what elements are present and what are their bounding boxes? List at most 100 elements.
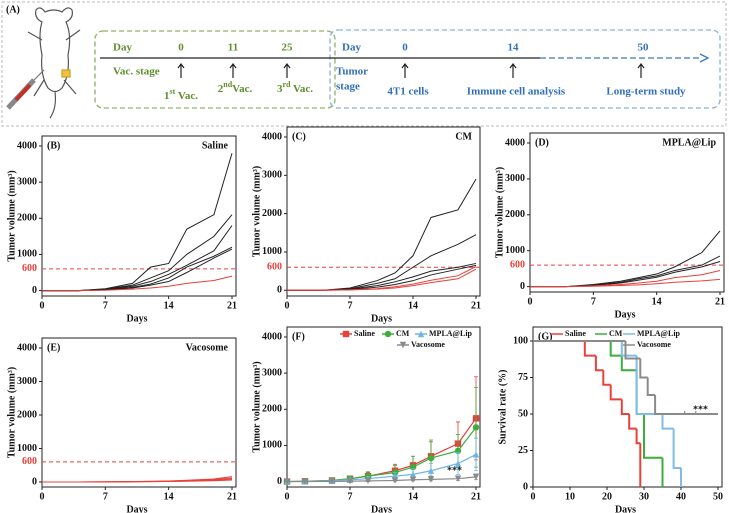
x-tick-label: 0 bbox=[40, 491, 45, 502]
panel-label: (D) bbox=[535, 137, 549, 148]
y-tick-label: 2000 bbox=[262, 404, 282, 415]
y-tick-label: 3000 bbox=[17, 176, 37, 187]
data-line bbox=[42, 225, 233, 292]
y-axis-label: Tumor volume (mm³) bbox=[6, 170, 17, 261]
survival-step bbox=[583, 341, 596, 357]
data-line bbox=[530, 269, 721, 288]
y-tick-label: 1000 bbox=[17, 249, 37, 260]
y-tick-label: 2000 bbox=[262, 208, 282, 219]
event-label-part: 1 bbox=[164, 90, 170, 102]
day-label: Day bbox=[342, 42, 361, 54]
y-tick-label: 75 bbox=[518, 372, 528, 383]
x-tick-label: 7 bbox=[103, 300, 108, 311]
panel-label: (A) bbox=[6, 4, 20, 15]
panel-title: MPLA@Lip bbox=[662, 137, 716, 148]
x-tick-label: 10 bbox=[565, 491, 575, 502]
x-tick-label: 21 bbox=[715, 296, 725, 307]
y-tick-label: 0 bbox=[277, 285, 282, 296]
event-label-part: Vac. bbox=[232, 83, 252, 95]
survival-step bbox=[672, 428, 681, 470]
legend-label: Saline bbox=[354, 329, 375, 338]
marker bbox=[409, 476, 417, 483]
legend-label: MPLA@Lip bbox=[637, 329, 681, 338]
plot-frame bbox=[286, 326, 481, 488]
data-line bbox=[287, 178, 477, 291]
marker bbox=[454, 460, 462, 467]
stage-label: Tumor bbox=[336, 66, 368, 78]
marker bbox=[328, 478, 336, 485]
x-tick-label: 0 bbox=[285, 491, 290, 502]
x-tick-label: 14 bbox=[408, 491, 418, 502]
x-axis-label: Days bbox=[126, 313, 147, 324]
x-axis-label: Days bbox=[126, 504, 147, 513]
marker bbox=[427, 467, 435, 474]
day-number: 50 bbox=[638, 42, 650, 54]
survival-step bbox=[646, 377, 656, 397]
y-tick-label: 0 bbox=[277, 476, 282, 487]
legend-label: MPLA@Lip bbox=[429, 329, 473, 338]
legend-label: Vacosome bbox=[637, 340, 671, 349]
reference-label: 600 bbox=[267, 262, 282, 273]
data-line bbox=[42, 479, 233, 483]
event-label-part: 3 bbox=[277, 83, 283, 95]
panel-label: (F) bbox=[292, 331, 305, 342]
y-axis-label: Tumor volume (mm³) bbox=[6, 367, 17, 458]
survival-step bbox=[620, 355, 637, 372]
syringe-illustration bbox=[6, 69, 45, 110]
event-label-sup: nd bbox=[223, 80, 232, 89]
y-tick-label: 0 bbox=[520, 281, 525, 292]
legend-label: Saline bbox=[565, 329, 586, 338]
event-label-sup: st bbox=[170, 87, 176, 96]
survival-step bbox=[620, 399, 630, 415]
legend-marker bbox=[417, 330, 425, 338]
x-tick-label: 14 bbox=[408, 300, 418, 311]
day-number: 0 bbox=[178, 42, 184, 54]
y-tick-label: 3000 bbox=[262, 367, 282, 378]
x-tick-label: 7 bbox=[103, 491, 108, 502]
marker bbox=[427, 454, 435, 462]
marker bbox=[346, 478, 354, 485]
mouse-illustration bbox=[27, 7, 81, 119]
y-tick-label: 25 bbox=[518, 445, 528, 456]
event-label-sup: rd bbox=[282, 80, 291, 89]
legend-label: Vacosome bbox=[411, 340, 445, 349]
marker bbox=[472, 424, 480, 431]
x-tick-label: 0 bbox=[40, 300, 45, 311]
event-label-part: Vac. bbox=[175, 90, 198, 102]
day-number: 11 bbox=[228, 42, 238, 54]
marker bbox=[472, 451, 480, 458]
survival-step bbox=[661, 414, 674, 430]
marker bbox=[454, 475, 462, 482]
day-label: Day bbox=[113, 42, 132, 54]
survival-step bbox=[594, 355, 604, 372]
event-label: 3rd Vac. bbox=[277, 80, 313, 95]
x-axis-label: Days bbox=[371, 504, 392, 513]
y-axis-label: Tumor volume (mm³) bbox=[251, 361, 262, 452]
marker bbox=[427, 476, 435, 483]
y-tick-label: 2000 bbox=[505, 209, 525, 220]
panel-title: CM bbox=[455, 131, 472, 142]
plot-frame bbox=[41, 337, 237, 488]
x-axis-label: Days bbox=[614, 309, 635, 320]
day-number: 14 bbox=[508, 42, 520, 54]
y-axis-label: Tumor volume (mm³) bbox=[494, 167, 505, 258]
y-tick-label: 100 bbox=[513, 335, 528, 346]
y-tick-label: 4000 bbox=[262, 131, 282, 142]
y-tick-label: 1000 bbox=[505, 245, 525, 256]
marker bbox=[472, 473, 480, 481]
x-tick-label: 14 bbox=[164, 300, 174, 311]
x-tick-label: 50 bbox=[713, 491, 723, 502]
vac-stage-box bbox=[94, 30, 336, 109]
x-axis-label: Days bbox=[371, 313, 392, 324]
data-line bbox=[287, 476, 477, 483]
x-tick-label: 7 bbox=[348, 300, 353, 311]
y-tick-label: 4000 bbox=[262, 331, 282, 342]
y-tick-label: 1000 bbox=[262, 440, 282, 451]
data-line bbox=[287, 268, 477, 291]
x-tick-label: 0 bbox=[531, 491, 536, 502]
legend-label: CM bbox=[609, 329, 623, 338]
y-tick-label: 50 bbox=[518, 408, 528, 419]
survival-step bbox=[639, 358, 648, 379]
x-tick-label: 21 bbox=[471, 300, 481, 311]
y-axis-label: Tumor volume (mm³) bbox=[251, 166, 262, 257]
